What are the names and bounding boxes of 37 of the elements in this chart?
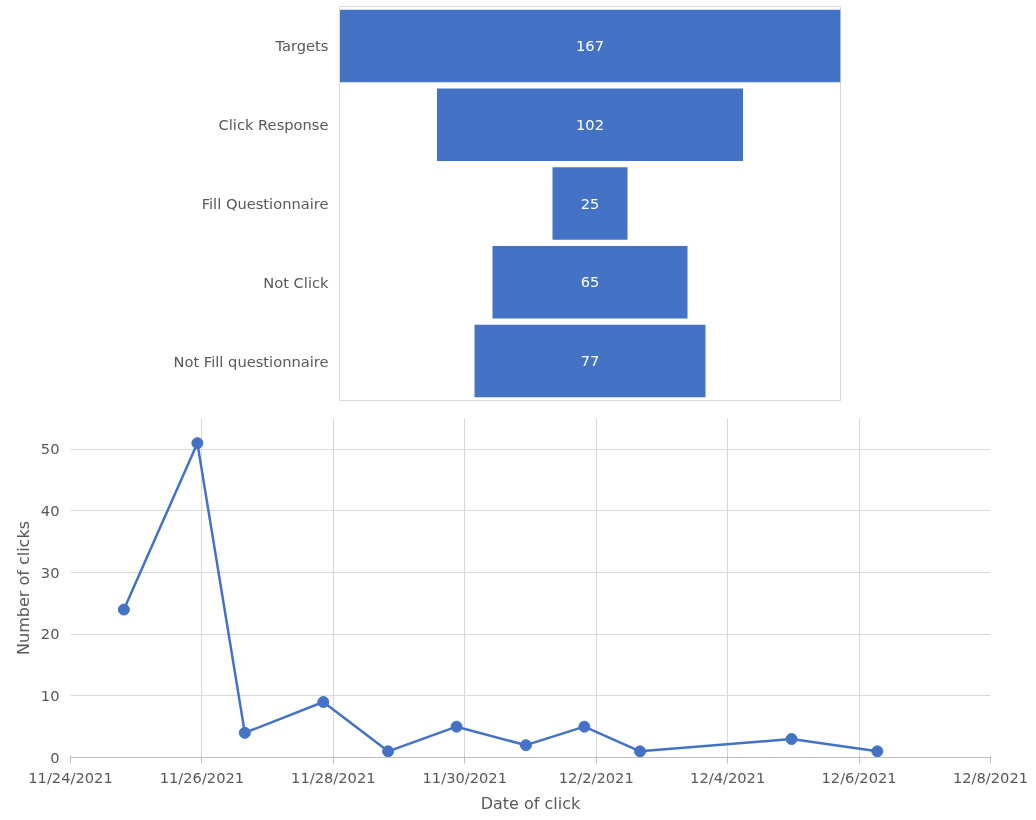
x-tick-label: 11/28/2021 bbox=[291, 768, 376, 786]
point bbox=[871, 745, 884, 758]
x-tick-label: 12/8/2021 bbox=[952, 768, 1029, 786]
x-tick-label: 11/30/2021 bbox=[422, 768, 508, 786]
data-label: 25 bbox=[580, 194, 600, 212]
data-label: 167 bbox=[576, 36, 604, 54]
point bbox=[117, 603, 130, 616]
category-label: Not Click bbox=[263, 273, 330, 291]
point bbox=[382, 745, 395, 758]
point bbox=[238, 726, 251, 739]
x-tick-label: 12/6/2021 bbox=[821, 768, 897, 786]
x-tick-label: 12/4/2021 bbox=[690, 768, 766, 786]
point bbox=[450, 720, 463, 733]
y-tick-label: 0 bbox=[50, 748, 60, 766]
y-tick-label: 40 bbox=[40, 501, 60, 519]
data-label: 77 bbox=[580, 352, 600, 370]
point bbox=[785, 733, 798, 745]
point bbox=[317, 696, 330, 709]
x-axis-title: Date of click bbox=[480, 793, 582, 813]
y-tick-label: 10 bbox=[40, 686, 60, 704]
y-tick-label: 30 bbox=[40, 563, 60, 581]
category-label: Not Fill questionnaire bbox=[173, 352, 329, 370]
point bbox=[634, 745, 647, 758]
x-tick-label: 11/26/2021 bbox=[159, 768, 245, 786]
point bbox=[578, 720, 591, 733]
y-axis-title: Number of clicks bbox=[13, 521, 33, 655]
category-label: Fill Questionnaire bbox=[201, 195, 329, 212]
point bbox=[519, 739, 532, 752]
point bbox=[191, 437, 204, 450]
y-tick-label: 20 bbox=[40, 625, 60, 643]
x-tick-label: 11/24/2021 bbox=[28, 768, 113, 786]
category-label: Targets bbox=[274, 37, 329, 55]
data-label: 102 bbox=[576, 115, 604, 133]
y-tick-label: 50 bbox=[40, 440, 60, 458]
x-tick-label: 12/2/2021 bbox=[558, 768, 634, 786]
category-label: Click Response bbox=[218, 116, 329, 134]
data-label: 65 bbox=[580, 273, 600, 291]
